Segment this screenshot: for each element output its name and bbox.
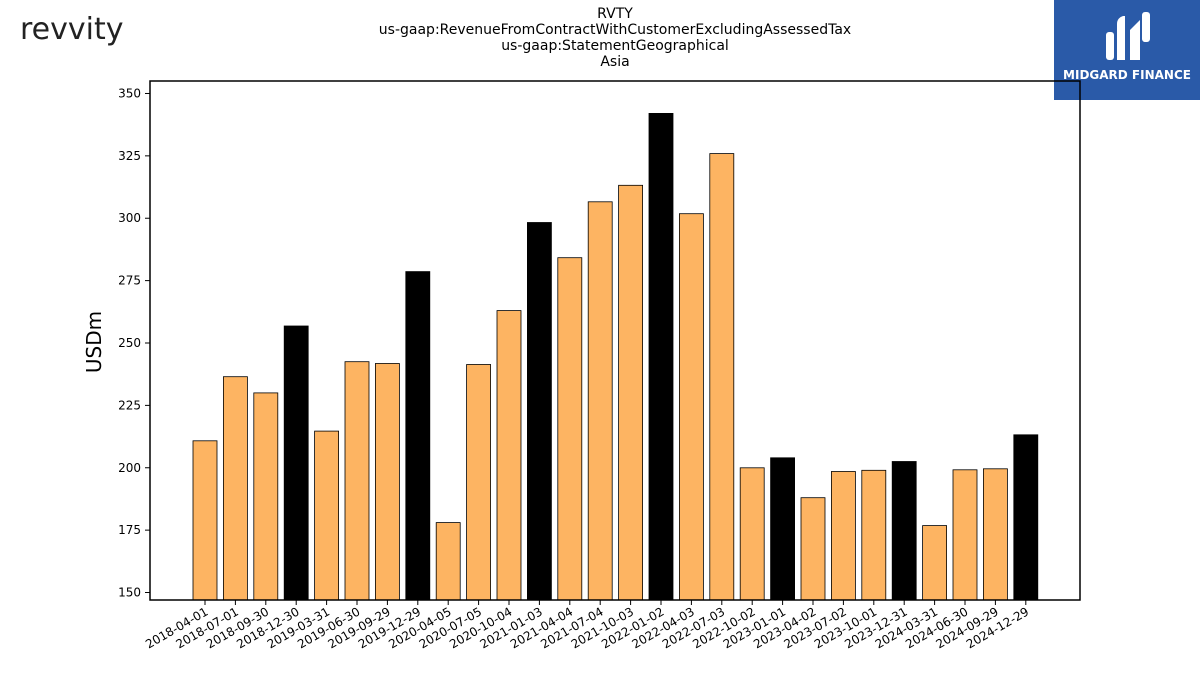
- y-axis: 150 175 200 225 250 275 300 325 350: [118, 86, 150, 600]
- y-tick-label: 225: [118, 398, 141, 412]
- bar-2021-10-03: [618, 184, 643, 601]
- company-logo: revvity: [20, 12, 124, 47]
- bar-2024-03-31: [922, 525, 947, 601]
- title-line-axis: us-gaap:StatementGeographical: [501, 38, 729, 54]
- x-axis: 2018-04-012018-07-012018-09-302018-12-30…: [143, 600, 1031, 651]
- bar-2024-06-30: [952, 469, 978, 601]
- bar-2018-04-01: [192, 440, 218, 601]
- bar-2019-03-31: [314, 430, 340, 601]
- y-tick-label: 350: [118, 86, 141, 100]
- chart-title: RVTY us-gaap:RevenueFromContractWithCust…: [315, 6, 915, 70]
- bar-2021-04-04: [557, 257, 583, 601]
- bar-2021-07-04: [587, 201, 613, 601]
- bars-layer: [192, 113, 1039, 601]
- bar-2020-07-05: [466, 364, 492, 601]
- bar-2021-01-03: [527, 222, 552, 601]
- bar-2024-12-29: [1013, 434, 1039, 601]
- bar-2022-04-03: [679, 213, 704, 601]
- bar-2019-06-30: [344, 361, 370, 601]
- bar-2023-10-01: [861, 469, 887, 601]
- y-tick-label: 275: [118, 274, 141, 288]
- bar-2022-01-02: [648, 113, 674, 601]
- brand-mark-icon: [1106, 12, 1150, 60]
- bar-2023-04-02: [800, 497, 826, 601]
- brand-logo: MIDGARD FINANCE: [1054, 0, 1200, 100]
- bar-2018-07-01: [222, 376, 248, 601]
- bar-2023-12-31: [891, 461, 917, 601]
- bar-2020-10-04: [496, 310, 522, 601]
- bar-2022-07-03: [709, 153, 735, 601]
- bar-2018-12-30: [283, 325, 309, 601]
- title-line-member: Asia: [600, 54, 630, 70]
- bar-2024-09-29: [983, 468, 1008, 601]
- plot-frame: [149, 80, 1081, 601]
- y-tick-label: 175: [118, 523, 141, 537]
- bar-2023-07-02: [831, 471, 856, 601]
- bar-2020-04-05: [435, 522, 461, 601]
- title-line-concept: us-gaap:RevenueFromContractWithCustomerE…: [378, 22, 852, 38]
- y-axis-label: USDm: [82, 311, 106, 373]
- y-tick-label: 150: [118, 586, 141, 600]
- bar-2022-10-02: [739, 467, 765, 601]
- y-tick-label: 250: [118, 336, 141, 350]
- bar-2019-09-29: [374, 363, 400, 601]
- y-tick-label: 200: [118, 461, 141, 475]
- y-tick-label: 300: [118, 211, 141, 225]
- brand-name: MIDGARD FINANCE: [1063, 68, 1191, 82]
- bar-2019-12-29: [405, 271, 431, 601]
- title-line-ticker: RVTY: [597, 6, 633, 22]
- bar-2018-09-30: [253, 392, 279, 601]
- y-tick-label: 325: [118, 149, 141, 163]
- bar-2023-01-01: [770, 457, 795, 601]
